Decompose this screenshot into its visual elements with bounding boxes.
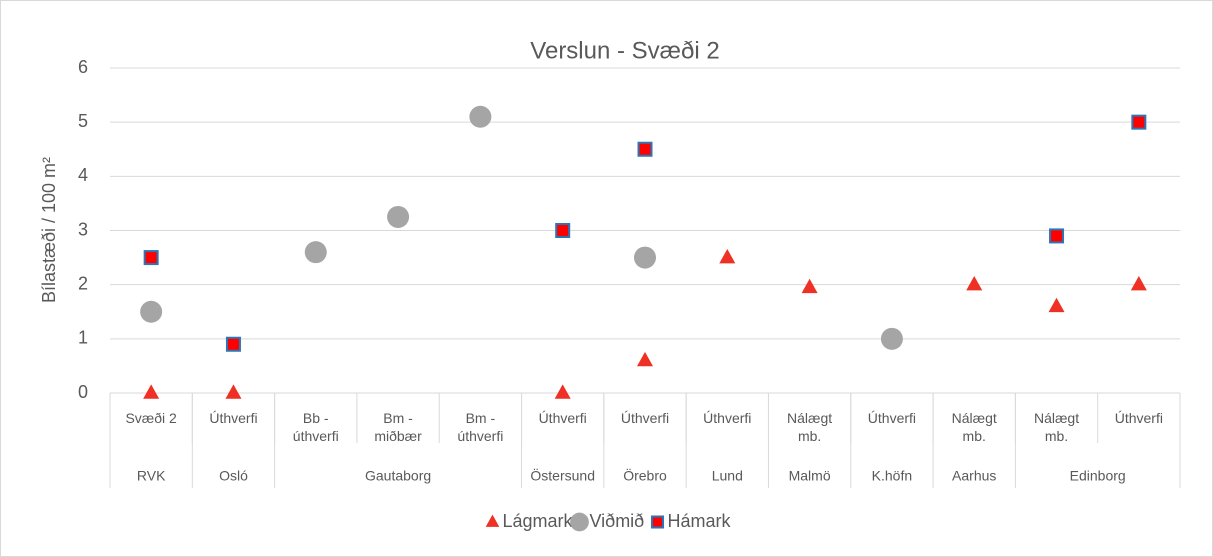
x-tick-label: Bm - miðbær xyxy=(374,410,422,444)
group-label: Lund xyxy=(712,468,743,484)
x-tick-label: Úthverfi xyxy=(1114,410,1163,426)
group-label: RVK xyxy=(137,468,166,484)
data-point xyxy=(1131,114,1147,130)
group-label: K.höfn xyxy=(872,468,912,484)
x-tick-label: Bm - úthverfi xyxy=(457,410,504,444)
x-tick-label: Úthverfi xyxy=(703,410,752,426)
x-tick-label: Bb - úthverfi xyxy=(292,410,339,444)
data-point xyxy=(304,241,327,264)
legend-label: Viðmið xyxy=(590,511,645,531)
data-point xyxy=(140,300,163,323)
data-point xyxy=(719,248,736,264)
data-point xyxy=(1048,297,1065,313)
y-tick-label: 6 xyxy=(78,57,88,77)
group-label: Osló xyxy=(219,468,248,484)
data-point xyxy=(966,276,983,291)
y-axis-label: Bílastæði / 100 m² xyxy=(39,157,59,303)
x-tick-label: Úthverfi xyxy=(209,410,258,426)
data-point xyxy=(554,384,571,399)
data-point xyxy=(634,246,656,269)
y-tick-label: 5 xyxy=(78,111,88,131)
data-point xyxy=(1049,228,1065,244)
group-label: Gautaborg xyxy=(365,468,431,484)
group-label: Malmö xyxy=(789,468,831,484)
y-tick-label: 4 xyxy=(78,165,88,185)
legend-marker xyxy=(650,515,665,529)
group-label: Edinborg xyxy=(1070,468,1126,484)
data-point xyxy=(387,205,410,228)
data-point xyxy=(469,105,492,128)
group-label: Östersund xyxy=(530,467,595,484)
x-tick-label: Úthverfi xyxy=(620,410,670,426)
chart-title: Verslun - Svæði 2 xyxy=(530,37,719,64)
data-point xyxy=(1130,276,1147,291)
legend-marker xyxy=(570,512,589,532)
x-tick-label: Nálægt mb. xyxy=(951,410,997,444)
data-point xyxy=(225,384,242,399)
x-tick-label: Svæði 2 xyxy=(125,410,177,426)
data-point xyxy=(143,384,160,399)
data-point xyxy=(801,278,818,294)
data-point xyxy=(880,327,903,350)
x-tick-label: Nálægt mb. xyxy=(787,410,833,444)
data-point xyxy=(637,141,653,157)
group-label: Örebro xyxy=(623,467,667,484)
x-tick-label: Nálægt mb. xyxy=(1033,410,1080,444)
group-label: Aarhus xyxy=(952,468,996,484)
y-tick-label: 2 xyxy=(78,273,88,293)
data-point xyxy=(143,250,159,266)
x-tick-label: Úthverfi xyxy=(867,410,917,426)
data-point xyxy=(555,223,571,238)
y-tick-label: 1 xyxy=(78,328,88,348)
y-tick-label: 0 xyxy=(78,382,88,402)
data-point xyxy=(637,351,653,367)
x-tick-label: Úthverfi xyxy=(538,410,587,426)
legend-label: Lágmark xyxy=(503,511,574,531)
y-tick-label: 3 xyxy=(78,219,88,239)
legend-label: Hámark xyxy=(668,511,732,531)
data-point xyxy=(225,336,241,352)
legend-marker xyxy=(485,514,500,527)
